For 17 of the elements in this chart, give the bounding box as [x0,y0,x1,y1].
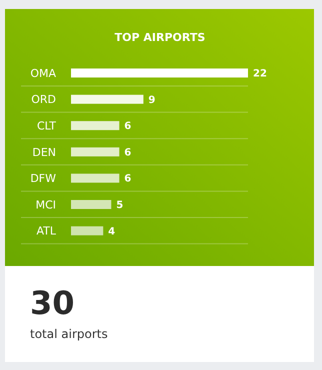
text: total airports [30,327,108,342]
text: 30 [30,284,75,322]
data-label: 22 [253,68,267,80]
data-label: 5 [116,200,124,211]
data-label: 6 [124,121,132,132]
y-tick-label: ORD [31,93,56,106]
y-tick-label: DEN [32,146,56,159]
chart-title: TOP AIRPORTS [114,30,206,44]
data-label: 6 [124,147,132,158]
data-label: 6 [124,174,132,185]
y-tick-label: MCI [36,198,56,212]
data-label: 9 [148,94,156,106]
y-tick-label: ATL [36,224,57,238]
data-label: 4 [108,226,116,238]
y-tick-label: DFW [30,172,56,186]
y-tick-label: OMA [30,66,56,80]
y-tick-label: CLT [36,119,56,132]
